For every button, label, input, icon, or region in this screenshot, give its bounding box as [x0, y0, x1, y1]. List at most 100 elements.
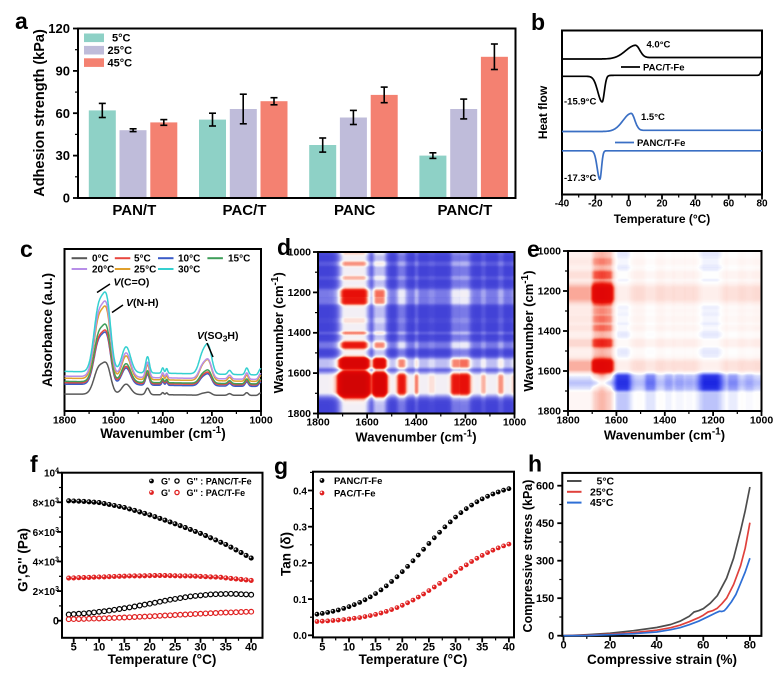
svg-text:30: 30: [56, 148, 70, 163]
svg-text:40: 40: [651, 640, 663, 652]
svg-text:20: 20: [604, 640, 616, 652]
svg-text:V(N-H): V(N-H): [126, 297, 159, 309]
svg-text:PANC: PANC: [334, 202, 376, 219]
svg-text:60: 60: [56, 106, 70, 121]
svg-text:0: 0: [560, 640, 566, 652]
svg-text:e: e: [527, 236, 540, 262]
svg-text:-15.9°C: -15.9°C: [564, 97, 596, 108]
svg-text:6×103: 6×103: [33, 527, 60, 539]
svg-text:15: 15: [118, 642, 130, 654]
svg-text:10: 10: [93, 642, 105, 654]
svg-text:1600: 1600: [605, 415, 629, 427]
svg-text:c: c: [20, 236, 33, 262]
svg-text:0.4: 0.4: [293, 486, 307, 497]
svg-text:Wavenumber (cm-1): Wavenumber (cm-1): [100, 425, 225, 441]
svg-text:Wavenumber (cm-1): Wavenumber (cm-1): [270, 272, 286, 393]
svg-text:G'' : PAC/T-Fe: G'' : PAC/T-Fe: [187, 488, 246, 498]
svg-text:1400: 1400: [151, 415, 175, 427]
svg-text:G': G': [161, 488, 170, 498]
svg-text:40: 40: [245, 642, 257, 654]
svg-text:1800: 1800: [306, 417, 330, 429]
svg-text:35: 35: [220, 642, 232, 654]
svg-text:V(C=O): V(C=O): [114, 277, 150, 289]
svg-text:G'' : PANC/T-Fe: G'' : PANC/T-Fe: [187, 477, 252, 487]
svg-text:20°C: 20°C: [92, 265, 114, 276]
svg-text:0.3: 0.3: [293, 523, 307, 534]
svg-text:1800: 1800: [53, 415, 77, 427]
svg-text:1.5°C: 1.5°C: [641, 112, 665, 123]
svg-text:1600: 1600: [102, 415, 126, 427]
svg-text:1200: 1200: [288, 287, 312, 299]
svg-text:450: 450: [536, 518, 554, 530]
svg-text:V(SO3H): V(SO3H): [197, 330, 239, 344]
svg-text:0.1: 0.1: [293, 595, 307, 606]
svg-text:0: 0: [626, 198, 632, 209]
svg-text:60: 60: [723, 198, 735, 209]
svg-text:10: 10: [343, 642, 355, 654]
svg-text:1400: 1400: [405, 417, 429, 429]
svg-text:0: 0: [53, 616, 59, 628]
svg-text:1800: 1800: [538, 406, 562, 418]
svg-text:Adhesion strength (kPa): Adhesion strength (kPa): [32, 29, 48, 197]
svg-text:1800: 1800: [288, 408, 312, 420]
svg-text:15: 15: [369, 642, 381, 654]
svg-text:25°C: 25°C: [590, 486, 614, 498]
svg-text:-20: -20: [588, 198, 603, 209]
svg-text:g: g: [274, 453, 288, 479]
svg-text:1600: 1600: [538, 366, 562, 378]
svg-text:30: 30: [449, 642, 461, 654]
svg-text:5: 5: [71, 642, 77, 654]
svg-text:PAC/T-Fe: PAC/T-Fe: [334, 489, 376, 500]
svg-text:80: 80: [756, 198, 768, 209]
svg-text:25°C: 25°C: [134, 265, 156, 276]
svg-text:Absorbance (a.u.): Absorbance (a.u.): [40, 273, 55, 387]
svg-text:5°C: 5°C: [112, 33, 131, 45]
svg-text:40: 40: [503, 642, 515, 654]
svg-text:5°C: 5°C: [134, 254, 151, 265]
svg-text:1800: 1800: [556, 415, 580, 427]
svg-text:1000: 1000: [538, 246, 562, 258]
svg-text:0: 0: [548, 631, 554, 643]
svg-text:60: 60: [697, 640, 709, 652]
svg-text:30: 30: [194, 642, 206, 654]
svg-text:20: 20: [396, 642, 408, 654]
svg-text:b: b: [531, 9, 545, 35]
svg-text:5: 5: [319, 642, 325, 654]
svg-text:1000: 1000: [503, 417, 527, 429]
svg-text:PAN/T: PAN/T: [112, 202, 156, 219]
svg-text:1000: 1000: [750, 415, 774, 427]
svg-text:f: f: [30, 451, 38, 477]
svg-text:25: 25: [169, 642, 181, 654]
svg-text:Temperature (°C): Temperature (°C): [614, 212, 711, 226]
svg-text:Compressive strain (%): Compressive strain (%): [587, 652, 737, 667]
svg-text:0.0: 0.0: [293, 631, 307, 642]
svg-text:1200: 1200: [538, 286, 562, 298]
svg-text:150: 150: [536, 593, 554, 605]
svg-text:h: h: [528, 451, 542, 477]
svg-text:120: 120: [48, 21, 70, 36]
svg-text:PAC/T: PAC/T: [223, 202, 267, 219]
svg-text:15°C: 15°C: [228, 254, 250, 265]
svg-text:20: 20: [144, 642, 156, 654]
svg-text:PANC/T-Fe: PANC/T-Fe: [637, 138, 685, 149]
svg-text:0: 0: [63, 191, 70, 206]
svg-text:1400: 1400: [538, 326, 562, 338]
svg-text:35: 35: [476, 642, 488, 654]
svg-text:Temperature (°C): Temperature (°C): [108, 652, 217, 667]
svg-text:25°C: 25°C: [108, 45, 133, 57]
svg-text:Tan (δ): Tan (δ): [279, 532, 294, 576]
svg-text:4.0°C: 4.0°C: [647, 40, 671, 51]
svg-text:a: a: [15, 8, 28, 34]
svg-text:-17.3°C: -17.3°C: [564, 173, 596, 184]
svg-text:2×103: 2×103: [33, 586, 60, 598]
svg-text:Wavenumber (cm-1): Wavenumber (cm-1): [520, 270, 536, 391]
svg-text:1400: 1400: [288, 327, 312, 339]
svg-text:PAC/T-Fe: PAC/T-Fe: [643, 62, 685, 73]
svg-text:G',G'' (Pa): G',G'' (Pa): [16, 528, 31, 592]
svg-text:45°C: 45°C: [108, 57, 133, 69]
svg-text:Compressive stress (kPa): Compressive stress (kPa): [521, 480, 535, 633]
svg-text:1000: 1000: [249, 415, 273, 427]
svg-text:300: 300: [536, 556, 554, 568]
svg-text:Wavenumber (cm-1): Wavenumber (cm-1): [604, 426, 725, 442]
svg-text:5°C: 5°C: [597, 476, 615, 488]
